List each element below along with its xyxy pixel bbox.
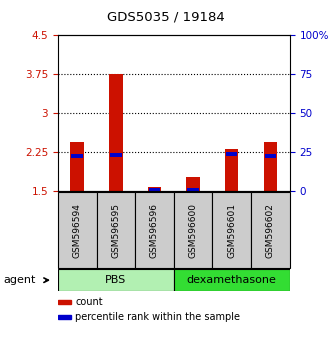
Text: agent: agent: [3, 275, 36, 285]
Bar: [226, 152, 237, 156]
Bar: [263, 142, 277, 191]
Bar: [58, 300, 71, 304]
Text: GSM596594: GSM596594: [73, 203, 82, 258]
Bar: [149, 188, 160, 192]
Bar: [58, 315, 71, 319]
Text: percentile rank within the sample: percentile rank within the sample: [75, 312, 240, 322]
Bar: [58, 269, 174, 291]
Text: count: count: [75, 297, 103, 307]
Bar: [71, 154, 83, 158]
Bar: [109, 74, 122, 191]
Bar: [97, 192, 135, 268]
Bar: [264, 154, 276, 158]
Bar: [58, 192, 97, 268]
Bar: [110, 153, 121, 156]
Text: GSM596600: GSM596600: [189, 203, 198, 258]
Bar: [174, 269, 290, 291]
Bar: [225, 149, 238, 191]
Text: GSM596596: GSM596596: [150, 203, 159, 258]
Bar: [187, 188, 199, 192]
Bar: [148, 187, 161, 191]
Text: dexamethasone: dexamethasone: [187, 275, 277, 285]
Bar: [135, 192, 174, 268]
Text: GSM596595: GSM596595: [111, 203, 120, 258]
Text: GDS5035 / 19184: GDS5035 / 19184: [107, 11, 224, 24]
Bar: [186, 177, 200, 191]
Bar: [71, 142, 84, 191]
Text: GSM596601: GSM596601: [227, 203, 236, 258]
Text: PBS: PBS: [105, 275, 126, 285]
Text: GSM596602: GSM596602: [266, 203, 275, 258]
Bar: [251, 192, 290, 268]
Bar: [213, 192, 251, 268]
Bar: [174, 192, 213, 268]
